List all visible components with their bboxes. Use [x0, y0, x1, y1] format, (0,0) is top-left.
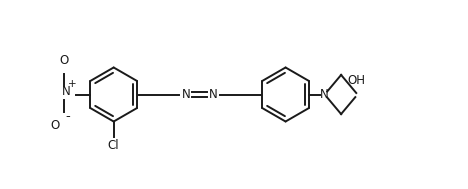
Text: N: N: [62, 85, 71, 98]
Text: N: N: [209, 88, 218, 101]
Text: OH: OH: [348, 74, 366, 87]
Text: N: N: [320, 88, 329, 101]
Text: O: O: [59, 53, 69, 67]
Text: +: +: [68, 79, 76, 89]
Text: -: -: [66, 110, 70, 123]
Text: O: O: [51, 119, 60, 132]
Text: Cl: Cl: [108, 139, 119, 152]
Text: N: N: [182, 88, 190, 101]
